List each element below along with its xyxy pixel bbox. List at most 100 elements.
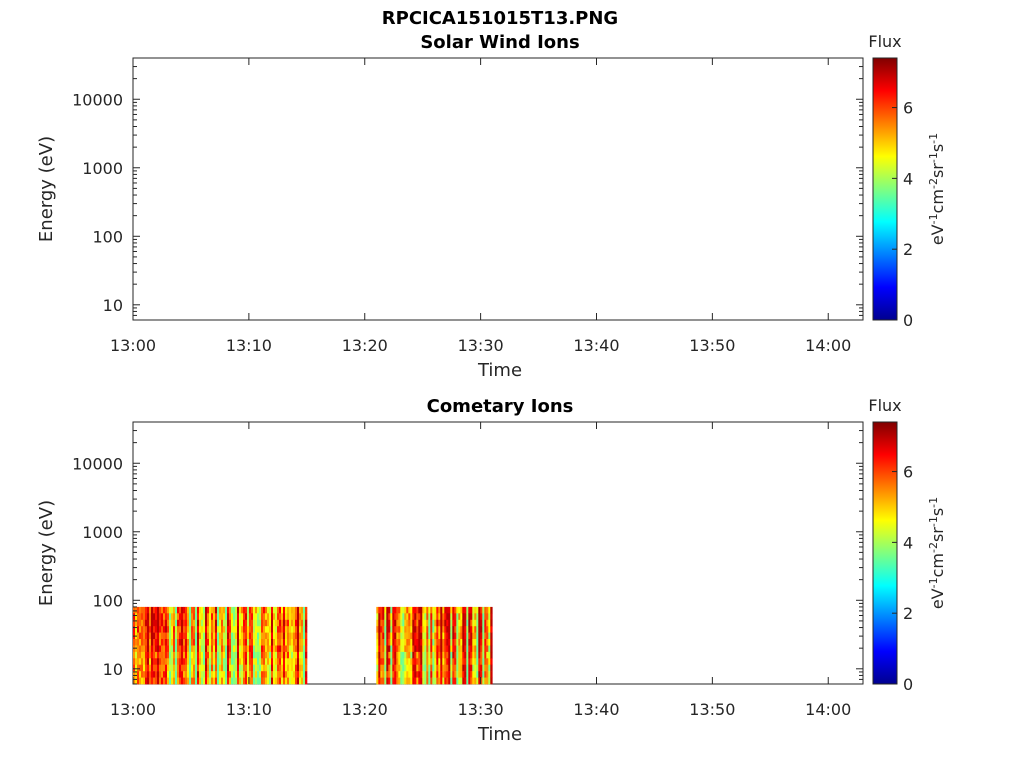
heatmap-cell (223, 658, 226, 666)
heatmap-cell (191, 658, 194, 666)
heatmap-cell (185, 639, 188, 646)
heatmap-cell (408, 626, 411, 633)
heatmap-cell (227, 632, 230, 640)
heatmap-cell (187, 619, 190, 627)
heatmap-cell (213, 613, 216, 621)
heatmap-cell (376, 606, 379, 614)
heatmap-cell (261, 658, 264, 666)
heatmap-cell (305, 613, 308, 621)
heatmap-cell (436, 632, 439, 640)
heatmap-cell (259, 658, 262, 666)
heatmap-cell (303, 677, 306, 685)
heatmap-cell (424, 626, 427, 633)
heatmap-cell (378, 606, 381, 614)
heatmap-cell (271, 677, 274, 685)
heatmap-cell (293, 639, 296, 646)
heatmap-cell (384, 606, 387, 614)
heatmap-cell (301, 639, 304, 646)
heatmap-cell (293, 651, 296, 659)
heatmap-cell (185, 632, 188, 640)
heatmap-cell (191, 632, 194, 640)
heatmap-cell (279, 651, 282, 659)
heatmap-cell (488, 639, 491, 646)
heatmap-cell (171, 658, 174, 666)
heatmap-cell (135, 664, 138, 672)
heatmap-cell (223, 664, 226, 672)
heatmap-cell (239, 658, 242, 666)
heatmap-cell (209, 639, 212, 646)
heatmap-cell (259, 677, 262, 685)
heatmap-cell (217, 677, 220, 685)
heatmap-cell (153, 645, 156, 653)
heatmap-cell (410, 651, 413, 659)
heatmap-cell (215, 619, 218, 627)
heatmap-cell (157, 658, 160, 666)
heatmap-cell (301, 632, 304, 640)
heatmap-cell (438, 664, 441, 672)
x-axis-label: Time (477, 724, 522, 745)
heatmap-cell (436, 626, 439, 633)
heatmap-cell (422, 664, 425, 672)
heatmap-cell (135, 626, 138, 633)
heatmap-cell (472, 606, 475, 614)
heatmap-cell (412, 671, 415, 678)
heatmap-cell (235, 671, 238, 678)
heatmap-cell (420, 658, 423, 666)
heatmap-cell (281, 651, 284, 659)
heatmap-cell (249, 619, 252, 627)
heatmap-cell (167, 645, 170, 653)
heatmap-cell (462, 671, 465, 678)
heatmap-cell (382, 677, 385, 685)
heatmap-cell (287, 639, 290, 646)
heatmap-cell (410, 619, 413, 627)
heatmap-cell (243, 632, 246, 640)
heatmap-cell (147, 645, 150, 653)
heatmap-cell (269, 632, 272, 640)
heatmap-cell (203, 626, 206, 633)
heatmap-cell (380, 651, 383, 659)
heatmap-cell (452, 671, 455, 678)
heatmap-cell (438, 645, 441, 653)
heatmap-cell (299, 626, 302, 633)
heatmap-cell (239, 664, 242, 672)
heatmap-cell (259, 613, 262, 621)
heatmap-cell (392, 664, 395, 672)
heatmap-cell (139, 664, 142, 672)
y-tick-label: 10 (103, 660, 123, 679)
heatmap-cell (428, 651, 431, 659)
heatmap-cell (205, 606, 208, 614)
heatmap-cell (171, 619, 174, 627)
heatmap-cell (163, 671, 166, 678)
heatmap-cell (267, 613, 270, 621)
heatmap-cell (179, 677, 182, 685)
heatmap-cell (133, 639, 136, 646)
heatmap-cell (261, 606, 264, 614)
heatmap-cell (221, 606, 224, 614)
heatmap-cell (440, 645, 443, 653)
heatmap-cell (285, 677, 288, 685)
heatmap-cell (215, 606, 218, 614)
heatmap-cell (470, 632, 473, 640)
heatmap-cell (211, 613, 214, 621)
heatmap-cell (225, 664, 228, 672)
heatmap-cell (378, 613, 381, 621)
heatmap-cell (253, 671, 256, 678)
heatmap-cell (159, 671, 162, 678)
heatmap-cell (490, 658, 493, 666)
heatmap-cell (398, 613, 401, 621)
x-tick-label: 13:10 (226, 336, 272, 355)
heatmap-cell (217, 613, 220, 621)
heatmap-cell (283, 645, 286, 653)
heatmap-cell (490, 613, 493, 621)
heatmap-cell (460, 619, 463, 627)
heatmap-cell (444, 619, 447, 627)
heatmap-cell (271, 619, 274, 627)
heatmap-cell (416, 671, 419, 678)
heatmap-cell (472, 626, 475, 633)
heatmap-cell (450, 619, 453, 627)
heatmap-cell (135, 619, 138, 627)
heatmap-cell (390, 606, 393, 614)
heatmap-cell (153, 658, 156, 666)
heatmap-cell (213, 626, 216, 633)
heatmap-cell (171, 664, 174, 672)
